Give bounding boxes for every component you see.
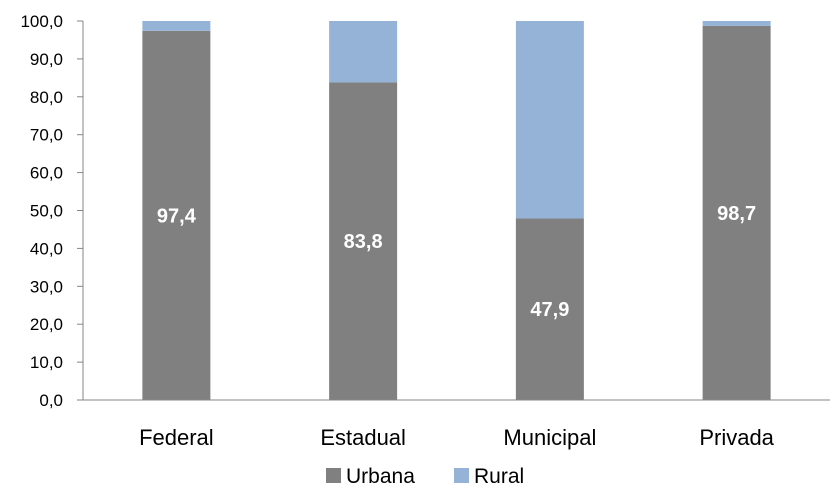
y-tick-label: 40,0 <box>30 239 63 258</box>
data-label-municipal: 47,9 <box>530 299 569 321</box>
bar-rural-municipal <box>515 21 584 219</box>
y-tick-label: 60,0 <box>30 164 63 183</box>
legend-label-rural: Rural <box>474 465 524 488</box>
y-tick-label: 100,0 <box>20 12 63 31</box>
y-tick-label: 90,0 <box>30 50 63 69</box>
bar-rural-estadual <box>329 21 398 83</box>
bar-urbana-privada <box>702 25 771 400</box>
y-axis: 0,0 10,0 20,0 30,0 40,0 50,0 60,0 70,0 80,0 90,0 1… <box>20 12 84 410</box>
bar-urbana-federal <box>142 30 211 400</box>
data-label-federal: 97,4 <box>157 205 197 227</box>
y-tick-label: 30,0 <box>30 277 63 296</box>
y-tick-label: 20,0 <box>30 315 63 334</box>
legend-label-urbana: Urbana <box>346 465 415 488</box>
bar-urbana-estadual <box>329 82 398 400</box>
bar-urbana-municipal <box>515 218 584 400</box>
plot-area: 97,4 83,8 47,9 98,7 <box>142 21 771 400</box>
x-tick-label-estadual: Estadual <box>320 425 406 450</box>
bar-rural-privada <box>702 21 771 26</box>
y-tick-label: 70,0 <box>30 126 63 145</box>
y-tick-label: 0,0 <box>39 391 63 410</box>
bar-rural-federal <box>142 21 211 31</box>
data-label-estadual: 83,8 <box>344 231 383 253</box>
y-tick-label: 10,0 <box>30 353 63 372</box>
legend-swatch-rural <box>454 468 469 483</box>
legend: Urbana Rural <box>326 465 524 488</box>
data-label-privada: 98,7 <box>717 203 756 225</box>
y-tick-label: 80,0 <box>30 88 63 107</box>
legend-swatch-urbana <box>326 468 341 483</box>
x-tick-label-federal: Federal <box>139 425 214 450</box>
y-tick-label: 50,0 <box>30 202 63 221</box>
x-tick-label-privada: Privada <box>699 425 774 450</box>
x-axis: Federal Estadual Municipal Privada <box>83 399 830 450</box>
x-tick-label-municipal: Municipal <box>503 425 596 450</box>
